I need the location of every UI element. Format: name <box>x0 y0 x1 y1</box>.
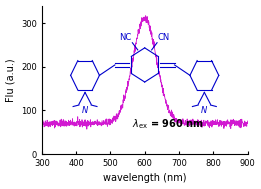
Text: N: N <box>201 106 207 115</box>
Text: $\lambda_{\mathrm{ex}}$ = 960 nm: $\lambda_{\mathrm{ex}}$ = 960 nm <box>132 117 204 131</box>
Text: NC: NC <box>119 33 132 42</box>
Y-axis label: Flu (a.u.): Flu (a.u.) <box>5 58 16 102</box>
Text: CN: CN <box>158 33 170 42</box>
X-axis label: wavelength (nm): wavelength (nm) <box>103 174 186 184</box>
Text: N: N <box>82 106 88 115</box>
